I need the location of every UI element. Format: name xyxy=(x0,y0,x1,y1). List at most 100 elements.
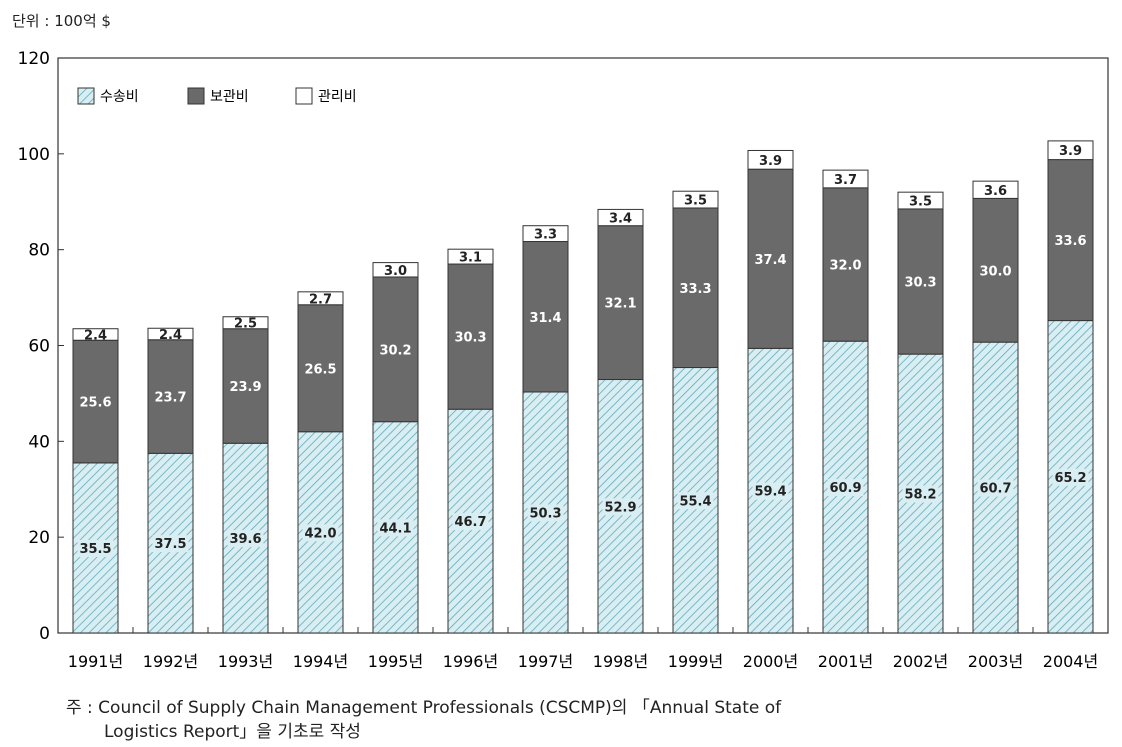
x-tick-label: 1993년 xyxy=(218,652,273,671)
value-label-bg xyxy=(902,485,939,503)
x-tick-label: 1994년 xyxy=(293,652,348,671)
legend-label-storage: 보관비 xyxy=(210,89,249,105)
legend: 수송비 보관비 관리비 xyxy=(77,87,357,105)
value-label-bg xyxy=(227,530,264,548)
bar-segment-admin xyxy=(747,149,794,170)
value-label-storage: 37.4 xyxy=(754,253,786,268)
value-label-bg xyxy=(602,498,639,516)
bar-segment-admin xyxy=(447,248,494,265)
x-tick-label: 1999년 xyxy=(668,652,723,671)
y-tick-label: 60 xyxy=(28,337,50,357)
value-label-admin: 3.5 xyxy=(909,195,932,210)
value-label-storage: 30.0 xyxy=(979,264,1011,279)
value-label-transport: 37.5 xyxy=(154,537,186,552)
value-label-transport: 35.5 xyxy=(79,542,111,557)
x-tick-label: 1998년 xyxy=(593,652,648,671)
value-label-admin: 3.4 xyxy=(609,212,632,227)
bar-segment-admin xyxy=(372,262,419,278)
bar-segment-storage xyxy=(597,225,644,381)
x-axis: 1991년 1992년 1993년 1994년 1995년 1996년 1997년 1998년… xyxy=(68,627,1098,671)
value-label-transport: 50.3 xyxy=(529,506,561,521)
value-label-bg xyxy=(152,535,189,553)
value-label-transport: 42.0 xyxy=(304,526,336,541)
value-label-admin: 2.4 xyxy=(159,328,182,343)
value-label-storage: 32.0 xyxy=(829,259,861,274)
value-label-transport: 60.9 xyxy=(829,481,861,496)
x-tick-label: 1997년 xyxy=(518,652,573,671)
bar-segment-storage xyxy=(297,304,344,433)
value-label-bg xyxy=(677,492,714,510)
value-label-storage: 33.6 xyxy=(1054,234,1086,249)
bar-segment-admin xyxy=(672,190,719,209)
x-tick-label: 1996년 xyxy=(443,652,498,671)
value-label-admin: 3.9 xyxy=(759,154,782,169)
bar-segment-storage xyxy=(897,208,944,355)
value-label-transport: 52.9 xyxy=(604,500,636,515)
value-label-transport: 59.4 xyxy=(754,485,786,500)
value-label-bg xyxy=(752,482,789,500)
value-label-transport: 46.7 xyxy=(454,515,486,530)
bar-segment-admin xyxy=(822,169,869,189)
value-label-storage: 25.6 xyxy=(79,396,111,411)
x-tick-label: 2003년 xyxy=(968,652,1023,671)
value-label-bg xyxy=(377,519,414,537)
value-label-storage: 32.1 xyxy=(604,297,636,312)
bar-segment-admin xyxy=(897,191,944,210)
value-label-bg xyxy=(77,539,114,557)
y-tick-label: 100 xyxy=(18,145,50,165)
bar-segment-storage xyxy=(372,276,419,423)
value-label-bg xyxy=(452,513,489,531)
value-label-bg xyxy=(527,504,564,522)
value-label-transport: 60.7 xyxy=(979,482,1011,497)
value-label-storage: 23.9 xyxy=(229,380,261,395)
value-label-admin: 3.9 xyxy=(1059,144,1082,159)
bar-segment-admin xyxy=(297,291,344,306)
value-label-admin: 3.3 xyxy=(534,228,557,243)
value-label-admin: 3.0 xyxy=(384,264,407,279)
x-tick-label: 1991년 xyxy=(68,652,123,671)
bar-segment-admin xyxy=(1047,140,1094,161)
value-label-bg xyxy=(1052,468,1089,486)
x-tick-label: 2004년 xyxy=(1043,652,1098,671)
value-label-admin: 3.1 xyxy=(459,251,482,266)
value-label-admin: 3.6 xyxy=(984,184,1007,199)
bar-segment-admin xyxy=(972,180,1019,199)
legend-swatch-admin xyxy=(295,87,313,105)
value-label-bg xyxy=(302,524,339,542)
bar-segment-storage xyxy=(672,207,719,369)
value-label-transport: 55.4 xyxy=(679,494,711,509)
bar-segment-storage xyxy=(522,241,569,393)
x-tick-label: 2001년 xyxy=(818,652,873,671)
value-label-storage: 30.3 xyxy=(904,276,936,291)
bar-segment-storage xyxy=(1047,159,1094,322)
value-label-storage: 26.5 xyxy=(304,362,336,377)
bar-segment-storage xyxy=(747,168,794,349)
bar-segment-storage xyxy=(447,263,494,410)
value-label-transport: 58.2 xyxy=(904,488,936,503)
bar-segment-admin xyxy=(222,316,269,330)
legend-label-transport: 수송비 xyxy=(100,89,139,105)
value-label-storage: 33.3 xyxy=(679,282,711,297)
value-label-admin: 3.7 xyxy=(834,173,857,188)
value-label-admin: 2.4 xyxy=(84,328,107,343)
legend-swatch-transport xyxy=(77,87,95,105)
x-tick-label: 1992년 xyxy=(143,652,198,671)
y-axis: 0 20 40 60 80 100 120 xyxy=(18,49,64,644)
x-tick-label: 2000년 xyxy=(743,652,798,671)
value-label-bg xyxy=(977,479,1014,497)
y-tick-label: 120 xyxy=(18,49,50,69)
value-label-transport: 44.1 xyxy=(379,521,411,536)
bar-segment-storage xyxy=(72,339,119,464)
value-label-storage: 31.4 xyxy=(529,311,561,326)
x-tick-label: 1995년 xyxy=(368,652,423,671)
bar-segment-admin xyxy=(597,208,644,227)
y-tick-label: 80 xyxy=(28,241,50,261)
value-label-bg xyxy=(827,479,864,497)
value-label-storage: 23.7 xyxy=(154,391,186,406)
value-label-storage: 30.3 xyxy=(454,331,486,346)
bar-segment-admin xyxy=(522,225,569,243)
bars: 35.5 25.6 2.4 37.5 23.7 2.4 39.6 23.9 2.5 42.0 26.… xyxy=(72,140,1094,634)
legend-label-admin: 관리비 xyxy=(318,89,357,105)
bar-segment-admin xyxy=(147,327,194,341)
